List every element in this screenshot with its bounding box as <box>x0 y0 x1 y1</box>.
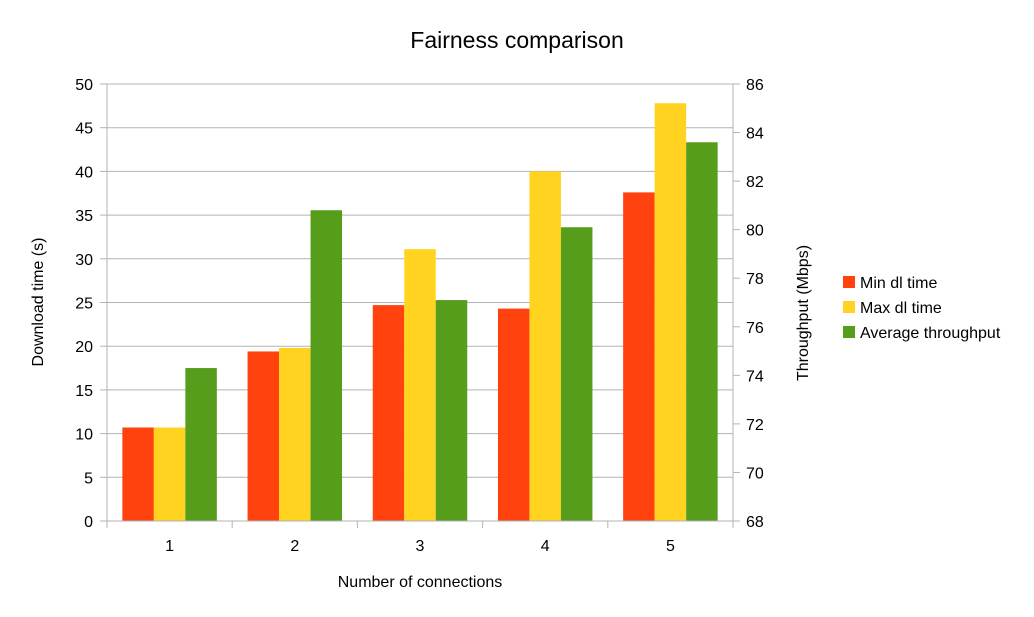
bar-max-dl-time-1 <box>153 427 186 521</box>
bar-min-dl-time-1 <box>122 427 154 521</box>
y2-tick-label: 80 <box>746 223 764 240</box>
bar-average-throughput-3 <box>435 300 468 521</box>
x-tick-label: 5 <box>666 538 675 555</box>
y-tick-label: 5 <box>84 470 93 487</box>
x-tick-label: 1 <box>165 538 174 555</box>
y-tick-label: 35 <box>75 208 93 225</box>
legend-swatch <box>843 301 855 313</box>
y2-axis-label: Throughput (Mbps) <box>795 245 812 381</box>
bar-max-dl-time-3 <box>404 249 436 521</box>
bar-average-throughput-4 <box>560 227 593 521</box>
x-axis-ticks: 1 2 3 4 5 <box>106 521 734 555</box>
y-axis-label: Download time (s) <box>30 238 47 367</box>
y-tick-label: 20 <box>75 339 93 356</box>
bar-min-dl-time-3 <box>372 305 405 521</box>
bar-average-throughput-2 <box>310 210 343 521</box>
y2-tick-label: 82 <box>746 174 764 191</box>
y-tick-label: 10 <box>75 427 93 444</box>
legend-label: Average throughput <box>860 325 1001 342</box>
bar-min-dl-time-4 <box>497 308 530 521</box>
y-tick-label: 25 <box>75 296 93 313</box>
y2-tick-label: 68 <box>746 514 764 531</box>
bar-min-dl-time-5 <box>623 192 655 521</box>
legend-label: Min dl time <box>860 275 937 292</box>
x-tick-label: 2 <box>290 538 299 555</box>
bar-min-dl-time-2 <box>247 351 280 521</box>
y2-axis-ticks: 68 70 72 74 76 78 80 82 84 86 <box>733 77 764 531</box>
bar-max-dl-time-2 <box>279 347 311 521</box>
bar-max-dl-time-5 <box>654 103 687 521</box>
bar-average-throughput-1 <box>185 368 217 521</box>
y2-tick-label: 78 <box>746 271 764 288</box>
y2-tick-label: 74 <box>746 368 764 385</box>
bar-max-dl-time-4 <box>529 171 561 521</box>
y2-tick-label: 70 <box>746 465 764 482</box>
y-tick-label: 40 <box>75 164 93 181</box>
bars <box>122 103 718 521</box>
x-tick-label: 3 <box>416 538 425 555</box>
legend-label: Max dl time <box>860 300 942 317</box>
y-tick-label: 15 <box>75 383 93 400</box>
legend: Min dl time Max dl time Average throughput <box>843 275 1001 342</box>
legend-swatch <box>843 326 855 338</box>
y2-tick-label: 84 <box>746 126 764 143</box>
y2-tick-label: 72 <box>746 417 764 434</box>
chart-title: Fairness comparison <box>410 27 623 53</box>
x-tick-label: 4 <box>541 538 550 555</box>
y-tick-label: 50 <box>75 77 93 94</box>
y-tick-label: 45 <box>75 121 93 138</box>
x-axis-label: Number of connections <box>338 574 503 591</box>
y2-tick-label: 86 <box>746 77 764 94</box>
y-axis-ticks: 0 5 10 15 20 25 30 35 40 45 50 <box>75 77 107 531</box>
bar-average-throughput-5 <box>686 142 718 521</box>
legend-swatch <box>843 276 855 288</box>
y2-tick-label: 76 <box>746 320 764 337</box>
y-tick-label: 30 <box>75 252 93 269</box>
y-tick-label: 0 <box>84 514 93 531</box>
